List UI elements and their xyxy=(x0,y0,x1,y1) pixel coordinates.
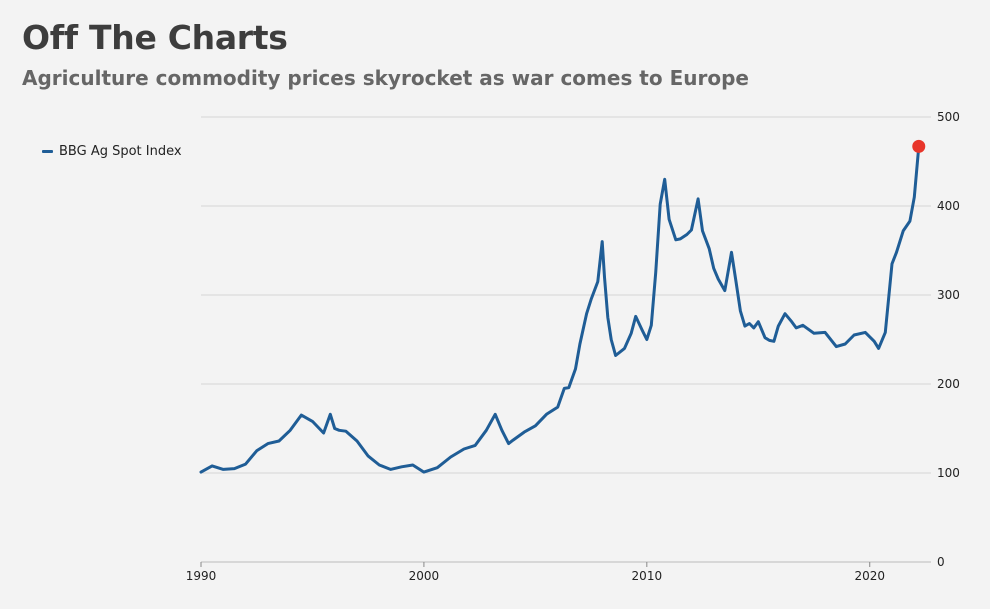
x-tick-label: 2010 xyxy=(632,569,663,583)
series-line xyxy=(199,144,921,474)
legend-label: BBG Ag Spot Index xyxy=(59,144,182,159)
series-group xyxy=(199,139,926,474)
x-tick-label: 2000 xyxy=(409,569,440,583)
y-tick-label: 200 xyxy=(937,377,960,391)
y-tick-label: 0 xyxy=(937,555,945,569)
legend: BBG Ag Spot Index xyxy=(42,144,182,159)
x-axis: 1990 2000 2010 2020 xyxy=(186,562,885,583)
chart-subtitle: Agriculture commodity prices skyrocket a… xyxy=(22,66,749,90)
y-tick-label: 500 xyxy=(937,110,960,124)
x-tick-label: 2020 xyxy=(854,569,885,583)
latest-value-marker xyxy=(912,139,926,153)
x-tick-label: 1990 xyxy=(186,569,217,583)
grid-lines xyxy=(201,116,931,563)
y-axis: 0 100 200 300 400 500 xyxy=(937,110,960,569)
y-tick-label: 100 xyxy=(937,466,960,480)
chart-title: Off The Charts xyxy=(22,18,288,57)
y-tick-label: 300 xyxy=(937,288,960,302)
legend-swatch xyxy=(42,150,53,153)
y-tick-label: 400 xyxy=(937,199,960,213)
